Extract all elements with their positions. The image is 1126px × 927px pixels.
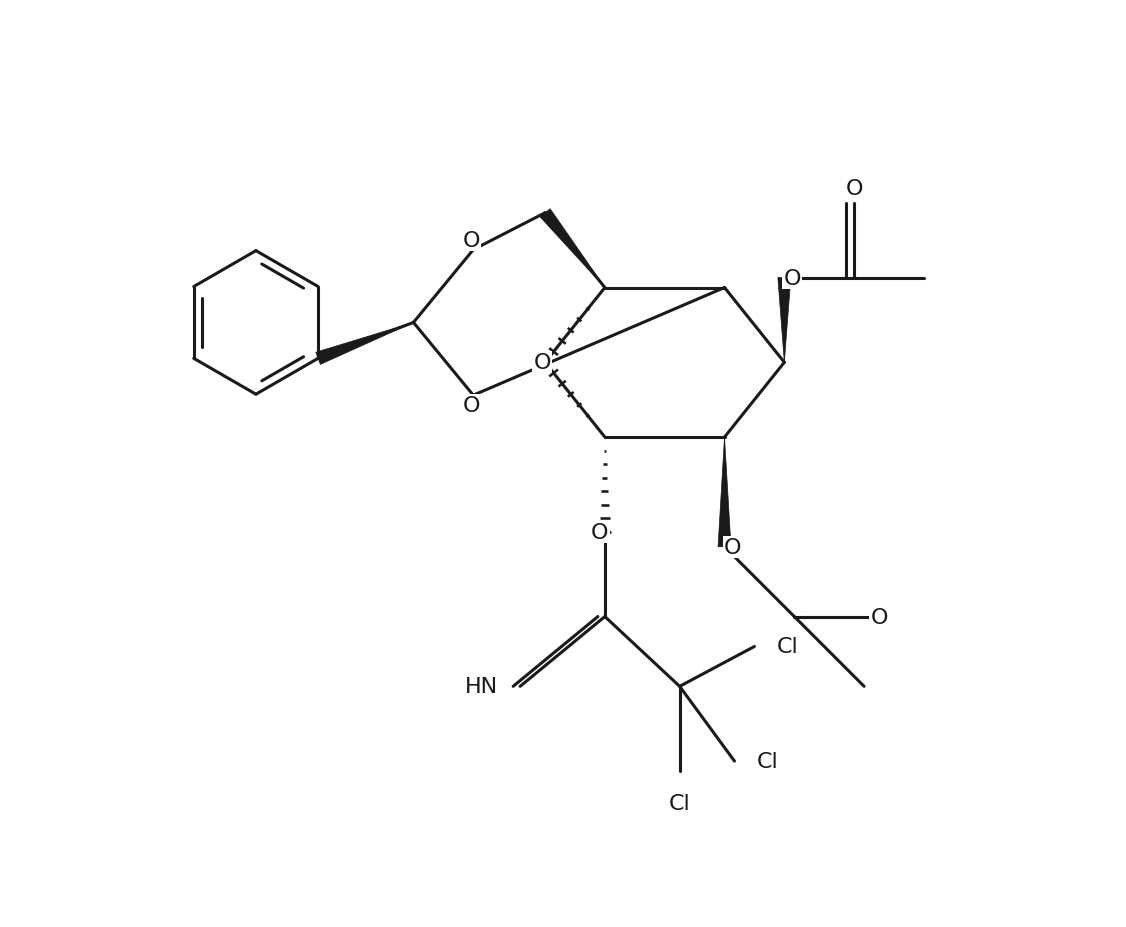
Text: O: O	[463, 231, 480, 250]
Polygon shape	[718, 438, 731, 547]
Text: O: O	[534, 353, 551, 373]
Text: O: O	[591, 522, 609, 542]
Text: Cl: Cl	[757, 751, 778, 771]
Polygon shape	[315, 324, 413, 365]
Text: O: O	[724, 537, 741, 557]
Polygon shape	[778, 278, 790, 362]
Polygon shape	[540, 210, 605, 288]
Text: O: O	[463, 396, 480, 415]
Text: O: O	[784, 268, 801, 288]
Text: Cl: Cl	[669, 794, 690, 813]
Text: HN: HN	[465, 677, 498, 696]
Text: O: O	[846, 179, 863, 198]
Text: Cl: Cl	[776, 637, 798, 656]
Text: O: O	[870, 607, 887, 627]
